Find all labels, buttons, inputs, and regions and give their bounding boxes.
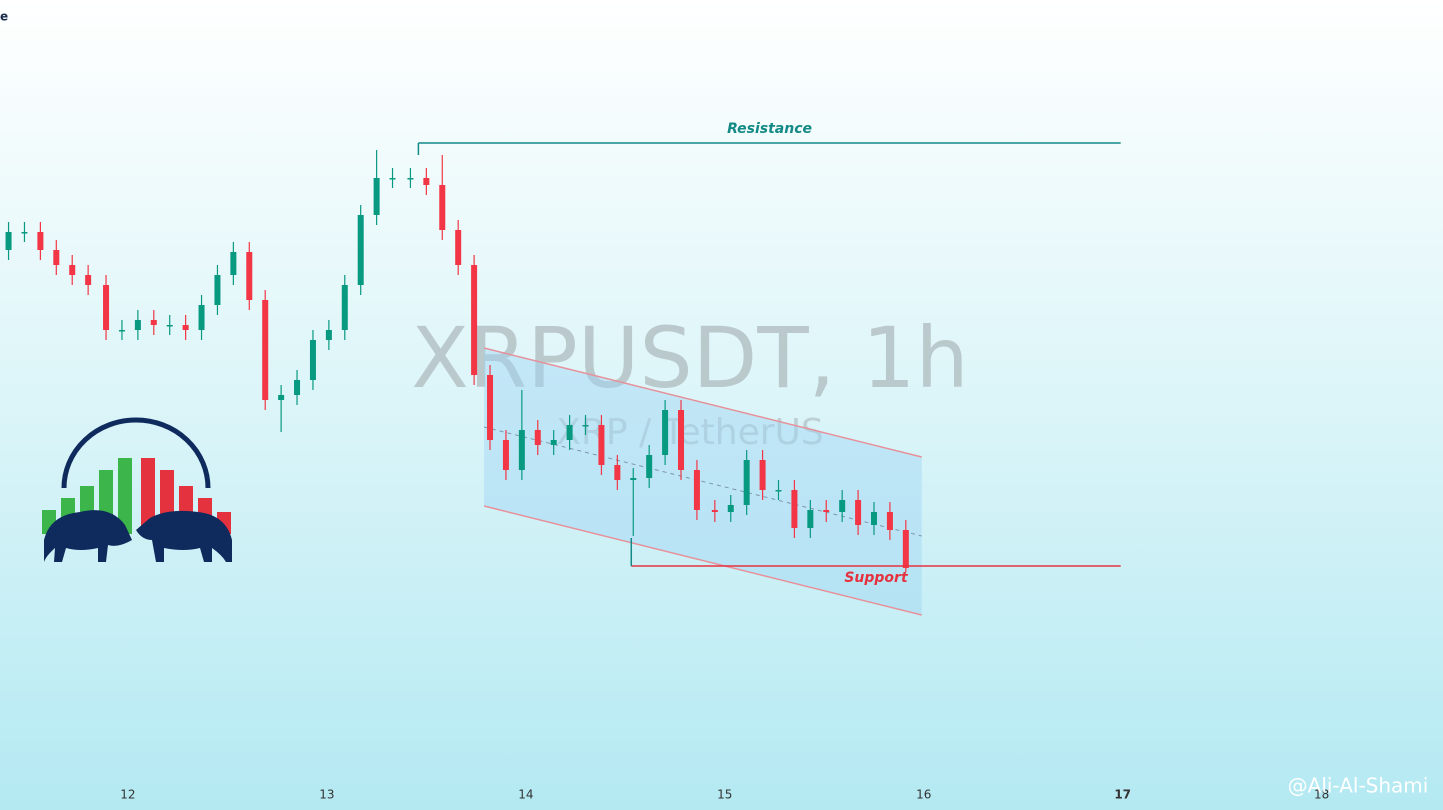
candle-body — [53, 250, 60, 265]
candle-body — [21, 232, 28, 234]
candle-body — [325, 330, 332, 340]
candle-body — [294, 380, 301, 395]
candle-body — [693, 470, 700, 510]
x-tick-label: 14 — [518, 788, 533, 802]
candle-body — [775, 490, 782, 492]
candle-body — [823, 510, 830, 512]
candle-body — [373, 178, 380, 215]
candle-body — [614, 465, 621, 480]
candle-body — [85, 275, 92, 285]
candle-body — [487, 375, 494, 440]
logo — [42, 417, 232, 562]
candle-body — [423, 178, 430, 185]
channel-mid — [483, 426, 922, 537]
title-fragment: e — [0, 10, 8, 24]
candle-body — [582, 425, 589, 427]
candle-body — [37, 232, 44, 250]
credit: @Ali-Al-Shami — [1288, 774, 1429, 798]
candle-body — [357, 215, 364, 285]
candle-body — [598, 425, 605, 465]
candle-body — [103, 285, 110, 330]
candle-body — [389, 178, 396, 180]
candle-body — [246, 252, 253, 300]
candle-body — [341, 285, 348, 330]
candle-body — [150, 320, 157, 325]
candle-body — [902, 530, 909, 568]
candle-body — [230, 252, 237, 275]
candle-body — [118, 330, 125, 332]
candle-body — [839, 500, 846, 512]
x-tick-label: 16 — [916, 788, 931, 802]
candle-body — [743, 460, 750, 505]
x-tick-label: 13 — [319, 788, 334, 802]
candle-body — [455, 230, 462, 265]
x-tick-label: 15 — [717, 788, 732, 802]
candle-body — [198, 305, 205, 330]
plot-area: 12 13 14 15 16 17 18 Resistance Support — [5, 121, 1329, 802]
x-tick-label: 17 — [1114, 788, 1131, 802]
level-label: Resistance — [727, 121, 812, 137]
candle-body — [759, 460, 766, 490]
candle-body — [870, 512, 877, 525]
candle-body — [646, 455, 653, 478]
candle-body — [711, 510, 718, 512]
candle-body — [534, 430, 541, 445]
x-tick-label: 18 — [1314, 788, 1329, 802]
candle-body — [5, 232, 12, 250]
candle-body — [791, 490, 798, 528]
candle-body — [166, 325, 173, 327]
candle-body — [727, 505, 734, 512]
candle-body — [566, 425, 573, 440]
candle-body — [439, 185, 446, 230]
channel-lower — [483, 505, 922, 616]
candle-body — [807, 510, 814, 528]
candle-body — [678, 410, 685, 470]
candle-body — [630, 478, 637, 480]
candle-body — [262, 300, 269, 400]
candle-body — [855, 500, 862, 525]
candle-body — [309, 340, 316, 380]
candle-body — [471, 265, 478, 375]
candle-body — [502, 440, 509, 470]
candle-body — [407, 178, 414, 180]
level-label: Support — [844, 570, 909, 586]
candle-body — [214, 275, 221, 305]
watermark: XRPUSDT, 1h — [411, 309, 968, 407]
candle-body — [182, 325, 189, 330]
candle-body — [69, 265, 76, 275]
candle-body — [518, 430, 525, 470]
x-tick-label: 12 — [120, 788, 135, 802]
candle-body — [662, 410, 669, 455]
candle-body — [886, 512, 893, 530]
candle-body — [550, 440, 557, 445]
channel-upper — [483, 347, 922, 458]
candle-body — [134, 320, 141, 330]
candle-body — [278, 395, 285, 400]
